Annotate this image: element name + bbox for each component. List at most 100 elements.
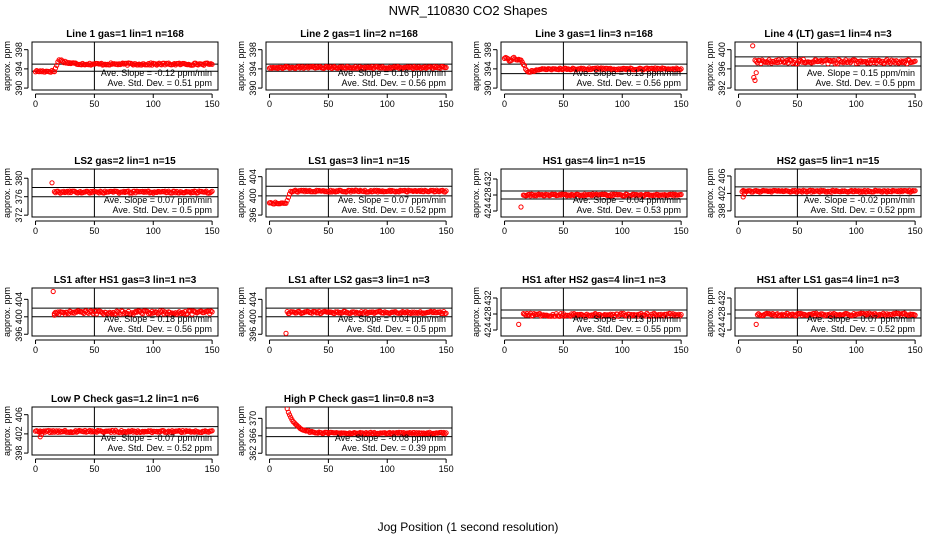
plot-frame xyxy=(265,406,453,456)
data-point xyxy=(209,61,215,67)
data-point xyxy=(658,66,664,73)
data-point xyxy=(162,188,168,194)
data-point xyxy=(414,309,420,315)
data-point xyxy=(378,65,384,71)
data-points xyxy=(32,427,215,440)
data-points xyxy=(266,187,449,207)
data-point xyxy=(157,308,163,314)
data-point xyxy=(752,77,758,84)
data-point xyxy=(361,188,367,195)
data-point xyxy=(570,312,576,318)
data-point xyxy=(81,429,87,435)
stddev-annotation: Ave. Std. Dev. = 0.5 ppm xyxy=(816,78,915,88)
data-point xyxy=(557,313,563,319)
x-tick-label: 150 xyxy=(439,464,454,474)
data-point xyxy=(344,188,350,194)
y-tick-label: 400 xyxy=(248,309,258,324)
data-point xyxy=(304,64,310,70)
slope-annotation: Ave. Slope = 0.07 ppm/min xyxy=(104,195,212,205)
data-point xyxy=(878,59,884,66)
x-tick-label: 150 xyxy=(674,345,689,355)
data-point xyxy=(594,65,601,71)
data-point xyxy=(115,189,121,195)
data-point xyxy=(609,313,615,319)
stddev-annotation: Ave. Std. Dev. = 0.56 ppm xyxy=(577,78,681,88)
data-point xyxy=(678,66,684,72)
data-point xyxy=(296,64,302,70)
data-point xyxy=(754,312,761,318)
slope-annotation: Ave. Slope = -0.07 ppm/min xyxy=(101,433,212,443)
data-point xyxy=(370,431,376,437)
data-point xyxy=(825,61,831,67)
y-tick-label: 394 xyxy=(14,61,24,76)
y-axis-label: approx. ppm xyxy=(236,41,246,91)
data-point xyxy=(153,61,159,67)
data-point xyxy=(286,412,293,418)
panel-title: HS2 gas=5 lin=1 n=15 xyxy=(777,156,880,167)
data-point xyxy=(539,192,545,198)
data-point xyxy=(808,60,815,66)
panel-title: Line 3 gas=1 lin=3 n=168 xyxy=(535,29,653,40)
x-tick-label: 150 xyxy=(205,226,220,236)
x-tick-label: 100 xyxy=(380,464,395,474)
y-axis-label: approx. ppm xyxy=(471,287,481,337)
chart-panel: LS1 gas=3 lin=1 n=15 approx. ppm 0 50 100 150… xyxy=(236,156,454,236)
data-point xyxy=(416,310,422,316)
data-point xyxy=(794,61,801,67)
y-axis-label: approx. ppm xyxy=(236,168,246,218)
data-point xyxy=(191,429,198,435)
panel-title: Line 1 gas=1 lin=1 n=168 xyxy=(66,29,184,40)
x-tick-label: 50 xyxy=(323,345,333,355)
y-axis-label: approx. ppm xyxy=(471,168,481,218)
y-tick-label: 428 xyxy=(717,306,727,321)
y-tick-label: 390 xyxy=(248,81,258,96)
data-point xyxy=(443,430,449,436)
data-point xyxy=(329,189,335,195)
data-point xyxy=(897,311,903,317)
data-point xyxy=(140,428,146,434)
data-point xyxy=(753,70,759,76)
y-tick-label: 398 xyxy=(14,446,24,461)
data-point xyxy=(168,311,174,317)
data-point xyxy=(671,312,677,318)
data-point xyxy=(881,312,888,318)
y-tick-label: 402 xyxy=(14,426,24,441)
chart-panel: Line 4 (LT) gas=1 lin=4 n=3 approx. ppm 0 5… xyxy=(705,29,923,109)
data-point xyxy=(121,311,127,317)
y-axis-label: approx. ppm xyxy=(236,406,246,456)
y-axis-label: approx. ppm xyxy=(705,287,715,337)
data-point xyxy=(832,188,838,195)
data-points xyxy=(501,54,684,75)
data-point xyxy=(315,310,321,316)
data-point xyxy=(626,66,632,72)
data-point xyxy=(422,64,428,70)
data-point xyxy=(388,188,394,195)
data-point xyxy=(278,64,284,71)
stddev-annotation: Ave. Std. Dev. = 0.5 ppm xyxy=(113,205,212,215)
x-tick-label: 100 xyxy=(615,99,630,109)
x-tick-label: 100 xyxy=(615,345,630,355)
data-point xyxy=(193,189,199,195)
data-point xyxy=(858,58,864,64)
data-point xyxy=(381,310,387,316)
data-point xyxy=(415,431,421,437)
y-tick-label: 390 xyxy=(483,81,493,96)
data-point xyxy=(284,309,290,315)
data-point xyxy=(430,310,436,316)
data-points xyxy=(516,310,684,327)
plot-frame xyxy=(31,406,219,456)
data-point xyxy=(592,65,598,71)
data-point xyxy=(38,431,45,437)
data-point xyxy=(368,188,374,194)
y-tick-label: 396 xyxy=(248,208,258,223)
stddev-annotation: Ave. Std. Dev. = 0.5 ppm xyxy=(347,324,446,334)
data-point xyxy=(171,61,177,67)
y-tick-label: 372 xyxy=(14,208,24,223)
data-point xyxy=(88,429,94,435)
data-point xyxy=(71,429,78,435)
data-points xyxy=(284,407,449,437)
data-point xyxy=(751,74,757,81)
data-point xyxy=(283,200,289,206)
data-point xyxy=(338,65,344,71)
